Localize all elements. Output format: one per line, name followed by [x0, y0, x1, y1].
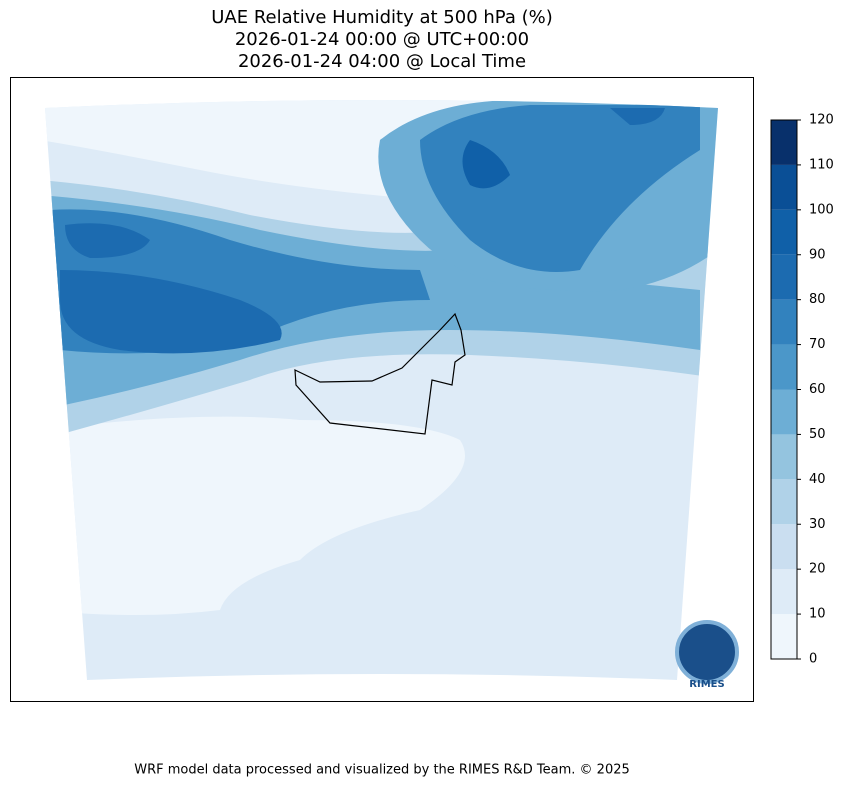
- colorbar-bin: [771, 389, 797, 435]
- colorbar-tick-label: 100: [809, 202, 834, 217]
- map-field: [45, 100, 718, 680]
- colorbar-tick-label: 90: [809, 247, 826, 262]
- colorbar-tick-label: 0: [809, 652, 817, 667]
- colorbar-bin: [771, 164, 797, 210]
- contour: [65, 223, 150, 258]
- colorbar-bin: [771, 344, 797, 390]
- country-border: [294, 312, 466, 435]
- colorbar-bin: [771, 120, 797, 165]
- colorbar-bin: [771, 299, 797, 345]
- title-line: 2026-01-24 04:00 @ Local Time: [238, 51, 526, 72]
- colorbar-tick-label: 120: [809, 113, 834, 128]
- colorbar-bin: [771, 524, 797, 570]
- footer: WRF model data processed and visualized …: [134, 763, 630, 778]
- title-line: 2026-01-24 00:00 @ UTC+00:00: [235, 29, 529, 50]
- colorbar-tick-label: 10: [809, 607, 826, 622]
- logo-text: RIMES: [689, 679, 724, 690]
- title-line: UAE Relative Humidity at 500 hPa (%): [211, 7, 552, 28]
- contour: [45, 416, 465, 615]
- colorbar-bin: [771, 614, 797, 659]
- colorbar-tick-label: 80: [809, 292, 826, 307]
- colorbar-tick-label: 40: [809, 472, 826, 487]
- colorbar-tick-label: 20: [809, 562, 826, 577]
- contour: [610, 108, 665, 125]
- colorbar-bin: [771, 209, 797, 255]
- contour: [462, 140, 510, 189]
- colorbar-tick-label: 30: [809, 517, 826, 532]
- colorbar-bin: [771, 569, 797, 615]
- colorbar-bin: [771, 254, 797, 300]
- colorbar-bin: [771, 434, 797, 480]
- contour: [60, 270, 282, 354]
- colorbar: 0 10 20 30 40 50 60 70 80 90 100 110 120: [770, 113, 834, 667]
- colorbar-bin: [771, 479, 797, 525]
- colorbar-tick-label: 110: [809, 157, 834, 172]
- colorbar-tick-label: 70: [809, 337, 826, 352]
- contour: [420, 105, 700, 272]
- colorbar-tick-label: 60: [809, 382, 826, 397]
- colorbar-tick-label: 50: [809, 427, 826, 442]
- logo-emblem: [675, 620, 739, 684]
